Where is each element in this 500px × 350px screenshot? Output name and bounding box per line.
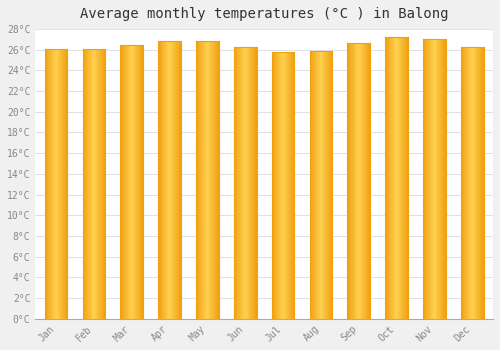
Title: Average monthly temperatures (°C ) in Balong: Average monthly temperatures (°C ) in Ba… [80, 7, 448, 21]
